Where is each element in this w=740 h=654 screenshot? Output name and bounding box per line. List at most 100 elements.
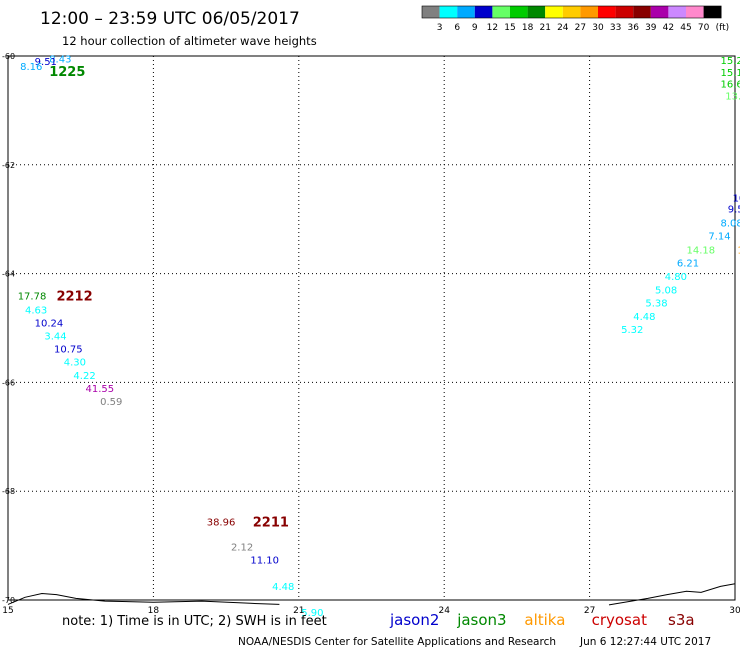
wave-height-value: 14.18 <box>687 246 716 257</box>
color-scale-label: 12 <box>487 23 498 33</box>
color-swatch <box>580 6 598 18</box>
color-scale-label: 33 <box>610 23 621 33</box>
color-swatch <box>474 6 493 18</box>
wave-height-value: 5.38 <box>645 298 667 309</box>
wave-height-value: 9.5 <box>728 204 740 215</box>
pass-time-labels: 1225 2212 2211 <box>49 65 289 530</box>
wave-height-value: 41.55 <box>86 384 115 395</box>
x-tick-label: 24 <box>438 606 450 616</box>
pass-time-label: 2212 <box>56 289 92 304</box>
y-tick-label: -64 <box>2 270 15 279</box>
color-scale-label: 18 <box>522 23 534 33</box>
color-swatch <box>439 6 458 18</box>
color-scale-label: 39 <box>645 23 657 33</box>
wave-height-value: 15.19 <box>720 68 740 79</box>
color-swatch <box>422 6 440 18</box>
x-tick-label: 27 <box>584 606 595 616</box>
wave-height-value: 4.22 <box>73 371 95 382</box>
color-scale-label: 70 <box>698 23 710 33</box>
wave-height-value: 2.12 <box>231 543 253 554</box>
wave-height-value: 38.96 <box>207 518 236 529</box>
wave-height-value: 9.51 <box>35 57 57 68</box>
wave-height-value: 17.78 <box>18 291 47 302</box>
y-tick-label: -68 <box>2 487 15 496</box>
color-swatch <box>527 6 546 18</box>
color-scale-label: 27 <box>575 23 586 33</box>
color-swatch <box>510 6 528 18</box>
wave-height-value: 4.30 <box>64 358 86 369</box>
color-swatch <box>492 6 510 18</box>
x-tick-label: 21 <box>293 606 304 616</box>
color-scale-label: 3 <box>437 23 443 33</box>
color-scale-unit: (ft) <box>716 23 730 33</box>
color-scale-label: 45 <box>680 23 691 33</box>
color-swatch <box>668 6 686 18</box>
color-scale-label: 42 <box>663 23 674 33</box>
color-swatch <box>650 6 669 18</box>
y-tick-label: -66 <box>2 378 15 387</box>
wave-height-value: 0.59 <box>100 397 122 408</box>
wave-height-value: 8.08 <box>720 218 740 229</box>
color-scale-frame <box>421 5 722 19</box>
wave-height-value: 5.90 <box>301 608 323 619</box>
footer-credit: NOAA/NESDIS Center for Satellite Applica… <box>238 636 556 648</box>
legend-entry: jason3 <box>456 611 506 629</box>
wave-height-value: 4.63 <box>25 306 47 317</box>
legend-entry: altika <box>524 611 565 629</box>
grid-lines <box>8 56 735 600</box>
legend-entry: jason2 <box>389 611 439 629</box>
wave-height-value: 1 <box>737 246 740 257</box>
color-scale-label: 15 <box>504 23 515 33</box>
color-scale-label: 36 <box>627 23 639 33</box>
wave-height-color-scale: 3 6 9 12 15 18 21 24 27 30 33 36 39 42 45 70 (ft) <box>421 5 730 33</box>
wave-height-value: 5.08 <box>655 285 677 296</box>
y-tick-label: -70 <box>2 596 15 605</box>
color-scale-label: 9 <box>472 23 478 33</box>
wave-height-value: 16.63 <box>720 80 740 91</box>
coastline <box>7 583 736 606</box>
color-scale-label: 24 <box>557 23 569 33</box>
wave-height-labels: 8.439.518.16 15.2715.1916.6313.58 109.5 8.0… <box>18 55 740 619</box>
color-scale-label: 6 <box>454 23 460 33</box>
color-scale-label: 30 <box>592 23 604 33</box>
wave-height-value: 11.10 <box>250 556 279 567</box>
color-scale-label: 21 <box>539 23 550 33</box>
x-tick-labels: 15 18 21 24 27 30 <box>2 606 740 616</box>
wave-height-value: 3.44 <box>44 332 66 343</box>
color-swatch <box>633 6 651 18</box>
color-swatch <box>703 6 722 18</box>
wave-height-value: 6.21 <box>677 259 699 270</box>
chart-subtitle: 12 hour collection of altimeter wave hei… <box>62 34 317 48</box>
y-tick-label: -62 <box>2 161 15 170</box>
wave-height-value: 7.14 <box>708 232 730 243</box>
color-swatch <box>686 6 704 18</box>
color-swatch <box>457 6 475 18</box>
wave-height-value: 4.48 <box>272 582 294 593</box>
plot-frame <box>7 55 736 601</box>
footer-note: note: 1) Time is in UTC; 2) SWH is in fe… <box>62 614 327 629</box>
coastline-segment <box>608 583 736 606</box>
color-swatch <box>615 6 634 18</box>
color-swatch <box>598 6 616 18</box>
satellite-legend: jason2 jason3 altika cryosat s3a <box>389 611 695 629</box>
wave-height-value: 15.27 <box>720 56 740 67</box>
x-tick-label: 18 <box>148 606 160 616</box>
x-tick-label: 30 <box>729 606 740 616</box>
wave-height-value: 10 <box>733 193 740 204</box>
coastline-segment <box>7 592 280 605</box>
footer-timestamp: Jun 6 12:27:44 UTC 2017 <box>579 636 711 648</box>
wave-height-value: 8.16 <box>20 62 42 73</box>
wave-height-value: 8.43 <box>49 55 71 66</box>
legend-entry: cryosat <box>592 611 647 629</box>
wave-height-value: 4.48 <box>633 312 655 323</box>
pass-time-label: 1225 <box>49 65 85 80</box>
pass-time-label: 2211 <box>253 516 289 531</box>
color-swatch <box>562 6 581 18</box>
color-swatch <box>545 6 563 18</box>
wave-height-value: 4.80 <box>665 272 687 283</box>
legend-entry: s3a <box>668 611 695 629</box>
wave-height-value: 13.58 <box>725 92 740 103</box>
x-tick-label: 15 <box>2 606 13 616</box>
